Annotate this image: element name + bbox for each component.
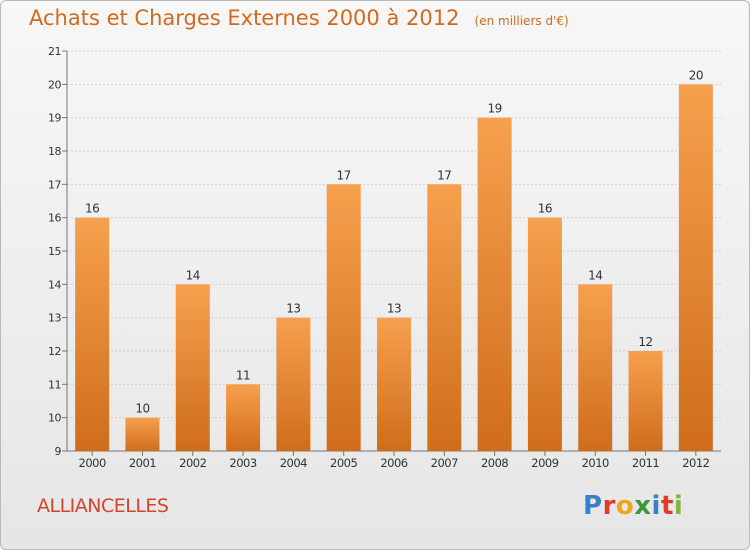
- bar: [377, 317, 411, 451]
- bar-value-label: 20: [689, 68, 703, 82]
- x-tick-label: 2002: [179, 456, 206, 470]
- y-tick-label: 20: [48, 78, 61, 91]
- x-tick-label: 2011: [632, 456, 659, 470]
- bar-value-label: 17: [337, 168, 351, 182]
- y-tick-label: 17: [48, 178, 61, 191]
- x-tick-label: 2012: [682, 456, 709, 470]
- x-tick-label: 2009: [531, 456, 558, 470]
- bar: [427, 184, 462, 452]
- y-tick-label: 21: [48, 45, 61, 58]
- x-tick-label: 2000: [79, 456, 106, 470]
- y-tick-label: 19: [48, 112, 61, 125]
- bar-value-label: 13: [286, 302, 300, 316]
- bar-value-label: 14: [186, 268, 200, 282]
- bar: [628, 351, 663, 451]
- bar-value-label: 16: [85, 202, 99, 216]
- title-unit: (en milliers d'€): [474, 14, 569, 28]
- y-tick-label: 11: [48, 378, 61, 391]
- x-tick-label: 2005: [330, 456, 357, 470]
- chart-title: Achats et Charges Externes 2000 à 2012 (…: [29, 6, 569, 30]
- logo-letter: t: [660, 491, 674, 521]
- logo-letter: i: [651, 491, 661, 521]
- y-tick-label: 15: [48, 245, 61, 258]
- y-tick-label: 14: [48, 278, 61, 291]
- bar: [578, 284, 613, 451]
- logo-letter: i: [673, 491, 684, 521]
- y-tick-label: 12: [48, 345, 61, 358]
- commune-name: ALLIANCELLES: [37, 495, 169, 517]
- x-tick-label: 2004: [280, 456, 307, 470]
- x-tick-label: 2006: [380, 456, 407, 470]
- bar-value-label: 11: [236, 368, 250, 382]
- bar-value-label: 19: [487, 102, 501, 116]
- bar-value-label: 12: [638, 335, 652, 349]
- x-tick-label: 2003: [229, 456, 256, 470]
- y-tick-label: 13: [48, 312, 61, 325]
- y-tick-label: 16: [48, 212, 61, 225]
- proxiti-logo[interactable]: Proxiti: [583, 491, 683, 521]
- bar: [276, 317, 311, 451]
- bar: [326, 184, 361, 452]
- bar: [175, 284, 210, 451]
- bar-value-label: 17: [437, 168, 451, 182]
- bar-value-label: 10: [135, 402, 149, 416]
- x-tick-label: 2010: [582, 456, 609, 470]
- bar-value-label: 14: [588, 268, 602, 282]
- bar-value-label: 16: [538, 202, 552, 216]
- logo-letter: x: [634, 491, 652, 521]
- bar: [75, 217, 110, 451]
- bar: [226, 384, 261, 451]
- y-tick-label: 9: [55, 445, 62, 458]
- bar: [477, 117, 512, 452]
- bars: [75, 84, 713, 452]
- labels: 9 10 11 12 13 14 15 16 17 18 19 20 21 16 2000 10 2001 14 2…: [48, 45, 710, 470]
- x-tick-label: 2001: [129, 456, 156, 470]
- bar: [125, 417, 160, 451]
- logo-letter: o: [615, 491, 635, 521]
- x-tick-label: 2007: [431, 456, 458, 470]
- logo-letter: r: [602, 491, 616, 521]
- bar: [678, 84, 713, 451]
- y-tick-label: 18: [48, 145, 61, 158]
- bar: [527, 217, 562, 451]
- title-main: Achats et Charges Externes 2000 à 2012: [29, 6, 460, 30]
- bar-value-label: 13: [387, 302, 401, 316]
- x-tick-label: 2008: [481, 456, 508, 470]
- logo-letter: P: [583, 491, 603, 521]
- y-tick-label: 10: [48, 412, 61, 425]
